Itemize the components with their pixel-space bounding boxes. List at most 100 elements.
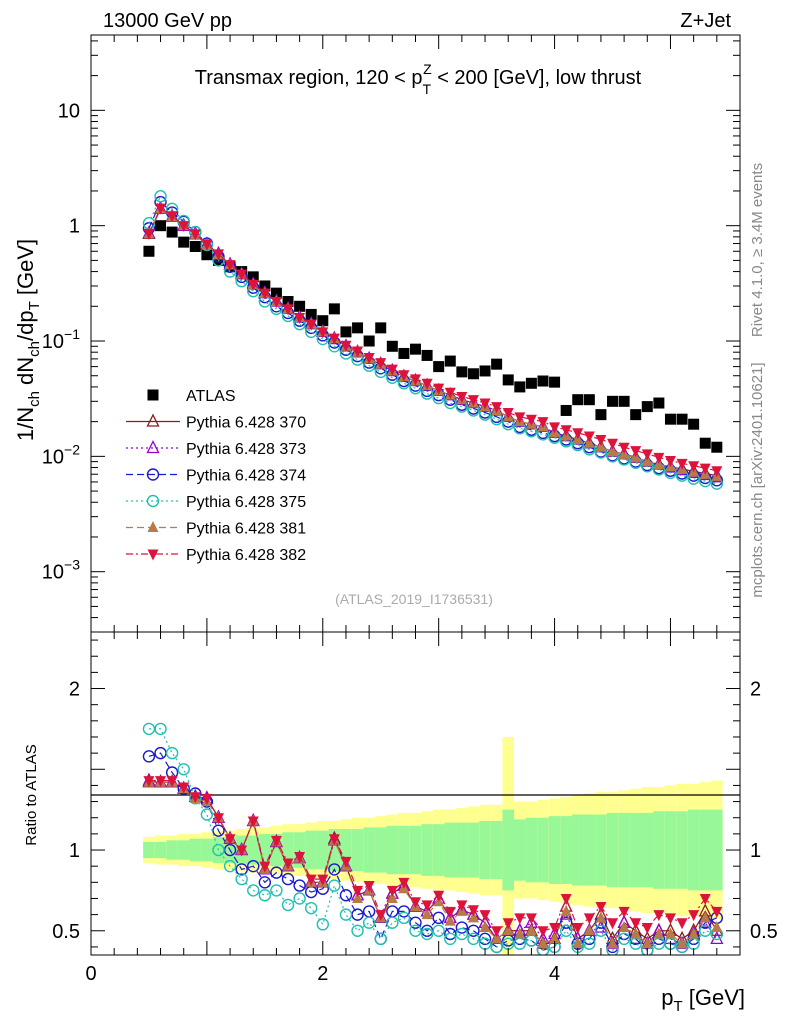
ratio-band-inner — [421, 824, 433, 876]
data-point — [189, 240, 201, 252]
data-point — [294, 300, 306, 312]
ratio-data-point — [630, 918, 642, 930]
ratio-band-inner — [293, 832, 306, 868]
ratio-data-point — [432, 924, 445, 937]
data-point — [641, 401, 653, 413]
mcplots-label: mcplots.cern.ch [arXiv:2401.10621] — [749, 362, 766, 597]
series-pythia-6-428-381 — [143, 202, 723, 481]
ratio-band-inner — [653, 811, 665, 889]
data-point — [421, 378, 433, 390]
ratio-data-point — [537, 926, 549, 938]
ratio-data-point — [293, 879, 306, 892]
ratio-data-point — [641, 923, 653, 935]
ratio-band-inner — [490, 820, 503, 880]
ratio-data-point — [189, 792, 201, 804]
data-point — [363, 352, 375, 364]
data-point — [386, 364, 398, 376]
ratio-band-inner — [571, 814, 584, 886]
data-point — [398, 347, 410, 359]
ratio-data-point — [594, 924, 608, 937]
legend-item: Pythia 6.428 374 — [126, 468, 306, 485]
ratio-y-tick-label-left: 1 — [69, 840, 80, 862]
main-series-layer — [142, 190, 724, 490]
legend-marker — [147, 389, 159, 401]
ratio-data-point — [304, 901, 318, 915]
data-point — [386, 340, 398, 352]
ratio-data-point — [433, 890, 445, 902]
ratio-band-inner — [177, 840, 190, 860]
collision-label: 13000 GeV pp — [103, 10, 232, 32]
ratio-data-point — [676, 918, 688, 930]
series-line — [148, 207, 717, 478]
data-point — [514, 412, 526, 424]
ratio-data-point — [641, 937, 653, 949]
ratio-data-point — [316, 918, 329, 931]
legend-label: Pythia 6.428 382 — [186, 547, 306, 564]
data-point — [433, 383, 445, 395]
process-label: Z+Jet — [680, 10, 731, 32]
series-pythia-6-428-373 — [142, 200, 724, 483]
y-tick-label: 10−1 — [42, 326, 80, 353]
data-point — [444, 355, 456, 367]
data-point — [212, 249, 224, 261]
legend-marker — [147, 549, 159, 561]
data-point — [328, 303, 340, 315]
ratio-data-point — [282, 858, 294, 870]
ratio-data-point — [595, 911, 607, 923]
data-point — [352, 346, 364, 358]
ratio-data-point — [618, 906, 630, 918]
ratio-data-point — [351, 924, 364, 937]
series-line — [148, 207, 717, 477]
data-point — [537, 417, 549, 429]
ratio-plot-frame — [90, 631, 741, 956]
chart-title-sub: T — [423, 81, 432, 97]
ratio-band-inner — [629, 812, 642, 888]
data-point — [328, 333, 340, 345]
data-point — [653, 452, 665, 464]
data-point — [549, 422, 561, 434]
ratio-data-point — [607, 918, 619, 930]
chart-title-pre: Transmax region, 120 < p — [195, 67, 423, 89]
data-point — [618, 395, 630, 407]
data-point — [317, 315, 329, 327]
ratio-panel: 0 2 4 0.5 0.5 1 1 2 2 Ratio to ATLAS — [23, 631, 778, 985]
ratio-band-inner — [711, 809, 723, 891]
ratio-band-inner — [166, 840, 178, 860]
ratio-series-line — [148, 752, 718, 951]
ratio-data-point — [514, 913, 526, 925]
ratio-data-point — [467, 905, 479, 917]
legend: ATLAS Pythia 6.428 370 Pythia 6.428 373 Pyt… — [126, 388, 306, 564]
data-point — [560, 404, 572, 416]
data-point — [664, 413, 676, 425]
ratio-data-point — [247, 816, 259, 828]
main-axes: 10 1 10−1 10−2 10−3 — [42, 35, 741, 633]
ratio-data-point — [409, 916, 422, 929]
ratio-band-inner — [676, 811, 688, 889]
ratio-band-inner — [398, 825, 410, 875]
ratio-data-point — [305, 874, 317, 886]
ratio-data-point — [224, 834, 236, 846]
series-line — [148, 201, 717, 481]
ratio-band-inner — [374, 827, 387, 873]
data-point — [688, 418, 700, 430]
ratio-data-point — [502, 924, 514, 936]
data-point — [641, 449, 653, 461]
x-axis-label: pT [GeV] — [661, 985, 745, 1015]
data-point — [317, 327, 329, 339]
ratio-data-point — [201, 793, 213, 805]
ratio-data-point — [525, 913, 537, 925]
ratio-data-point — [235, 863, 248, 876]
ratio-data-point — [421, 900, 433, 912]
ratio-data-point — [409, 924, 422, 937]
ratio-data-point — [653, 910, 665, 922]
ratio-band-inner — [687, 809, 700, 891]
data-point — [676, 458, 688, 470]
ratio-band-inner — [560, 816, 572, 884]
data-point — [270, 287, 282, 299]
ratio-data-point — [155, 776, 167, 788]
ratio-data-point — [491, 926, 503, 938]
ratio-band-inner — [189, 838, 202, 862]
ratio-data-point — [294, 851, 306, 863]
ratio-y-tick-label-right: 0.5 — [750, 921, 778, 943]
data-point — [189, 229, 201, 241]
